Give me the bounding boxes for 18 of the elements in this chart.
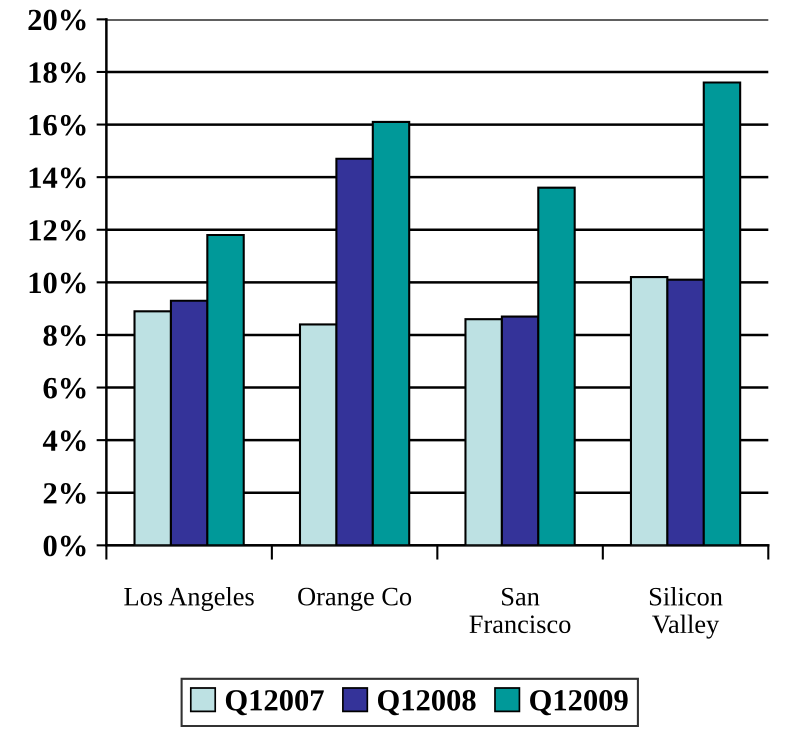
- y-tick-label: 14%: [30, 167, 86, 188]
- y-tick-label: 20%: [28, 10, 86, 30]
- x-tick-label: Orange Co: [298, 588, 412, 611]
- y-tick-label: 12%: [30, 220, 86, 241]
- y-tick-label: 0%: [44, 536, 86, 556]
- x-tick-label: San Francisco: [470, 588, 570, 634]
- y-tick-label: 8%: [44, 325, 86, 346]
- y-tick-label: 18%: [30, 62, 86, 83]
- legend-label: Q12009: [530, 690, 628, 716]
- x-tick-label: Silicon Valley: [650, 587, 723, 639]
- y-tick-label: 16%: [30, 114, 86, 136]
- y-tick-label: 6%: [44, 378, 86, 399]
- y-tick-label: 10%: [30, 272, 86, 294]
- x-tick-label: Los Angeles: [124, 587, 254, 612]
- y-tick-label: 4%: [42, 430, 86, 452]
- legend-label: Q12008: [378, 690, 476, 716]
- legend-label: Q12007: [226, 690, 324, 716]
- y-tick-label: 2%: [44, 483, 86, 504]
